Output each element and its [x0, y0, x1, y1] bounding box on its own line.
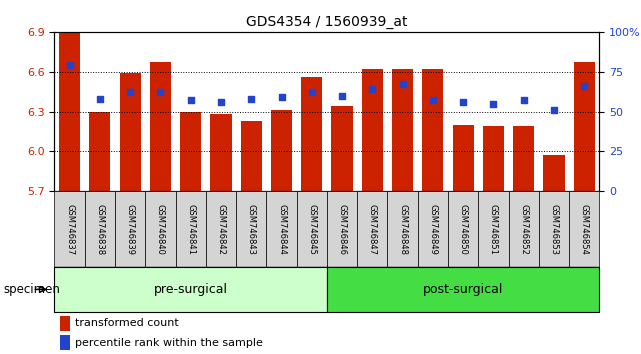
Bar — [206, 191, 236, 267]
Bar — [59, 33, 80, 191]
Bar — [240, 121, 262, 191]
Text: GSM746844: GSM746844 — [277, 204, 286, 255]
Text: GSM746839: GSM746839 — [126, 204, 135, 255]
Point — [186, 98, 196, 103]
Bar — [146, 191, 176, 267]
Bar — [180, 112, 201, 191]
Point — [458, 99, 469, 105]
Bar — [418, 191, 448, 267]
Text: GSM746847: GSM746847 — [368, 204, 377, 255]
Bar — [267, 191, 297, 267]
Bar — [85, 191, 115, 267]
Bar — [327, 267, 599, 312]
Point — [367, 86, 378, 92]
Point — [155, 90, 165, 95]
Bar — [539, 191, 569, 267]
Bar — [331, 106, 353, 191]
Bar — [210, 114, 231, 191]
Text: percentile rank within the sample: percentile rank within the sample — [75, 337, 263, 348]
Bar — [453, 125, 474, 191]
Bar — [422, 69, 444, 191]
Bar — [176, 191, 206, 267]
Text: GSM746851: GSM746851 — [489, 204, 498, 255]
Text: GSM746846: GSM746846 — [338, 204, 347, 255]
Bar — [392, 69, 413, 191]
Point — [579, 83, 589, 89]
Text: GSM746840: GSM746840 — [156, 204, 165, 255]
Bar — [60, 316, 70, 331]
Text: GSM746841: GSM746841 — [186, 204, 196, 255]
Text: GSM746849: GSM746849 — [428, 204, 437, 255]
Text: specimen: specimen — [3, 283, 60, 296]
Bar — [387, 191, 418, 267]
Text: post-surgical: post-surgical — [423, 283, 503, 296]
Text: GSM746837: GSM746837 — [65, 204, 74, 255]
Point — [306, 90, 317, 95]
Bar — [362, 69, 383, 191]
Bar — [478, 191, 508, 267]
Bar — [544, 155, 565, 191]
Text: GSM746843: GSM746843 — [247, 204, 256, 255]
Point — [65, 62, 75, 68]
Point — [216, 99, 226, 105]
Text: GSM746838: GSM746838 — [96, 204, 104, 255]
Point — [397, 82, 408, 87]
Point — [125, 90, 135, 95]
Bar — [115, 191, 146, 267]
Text: GSM746845: GSM746845 — [307, 204, 316, 255]
Bar — [54, 191, 85, 267]
Bar — [120, 73, 141, 191]
Bar — [508, 191, 539, 267]
Bar — [574, 62, 595, 191]
Text: GSM746848: GSM746848 — [398, 204, 407, 255]
Bar — [236, 191, 267, 267]
Bar — [271, 110, 292, 191]
Point — [488, 101, 499, 107]
Bar — [150, 62, 171, 191]
Text: GSM746852: GSM746852 — [519, 204, 528, 255]
Point — [428, 98, 438, 103]
Point — [337, 93, 347, 98]
Point — [246, 96, 256, 102]
Text: pre-surgical: pre-surgical — [154, 283, 228, 296]
Bar — [327, 191, 357, 267]
Text: GSM746842: GSM746842 — [217, 204, 226, 255]
Bar — [483, 126, 504, 191]
Bar — [60, 335, 70, 350]
Bar — [301, 77, 322, 191]
Title: GDS4354 / 1560939_at: GDS4354 / 1560939_at — [246, 16, 408, 29]
Text: GSM746853: GSM746853 — [549, 204, 558, 255]
Point — [276, 94, 287, 100]
Bar — [448, 191, 478, 267]
Bar — [513, 126, 534, 191]
Bar — [54, 267, 327, 312]
Text: transformed count: transformed count — [75, 318, 179, 329]
Bar — [569, 191, 599, 267]
Point — [519, 98, 529, 103]
Point — [549, 107, 559, 113]
Point — [95, 96, 105, 102]
Bar — [357, 191, 387, 267]
Bar — [89, 112, 110, 191]
Text: GSM746850: GSM746850 — [458, 204, 468, 255]
Text: GSM746854: GSM746854 — [579, 204, 588, 255]
Bar — [297, 191, 327, 267]
